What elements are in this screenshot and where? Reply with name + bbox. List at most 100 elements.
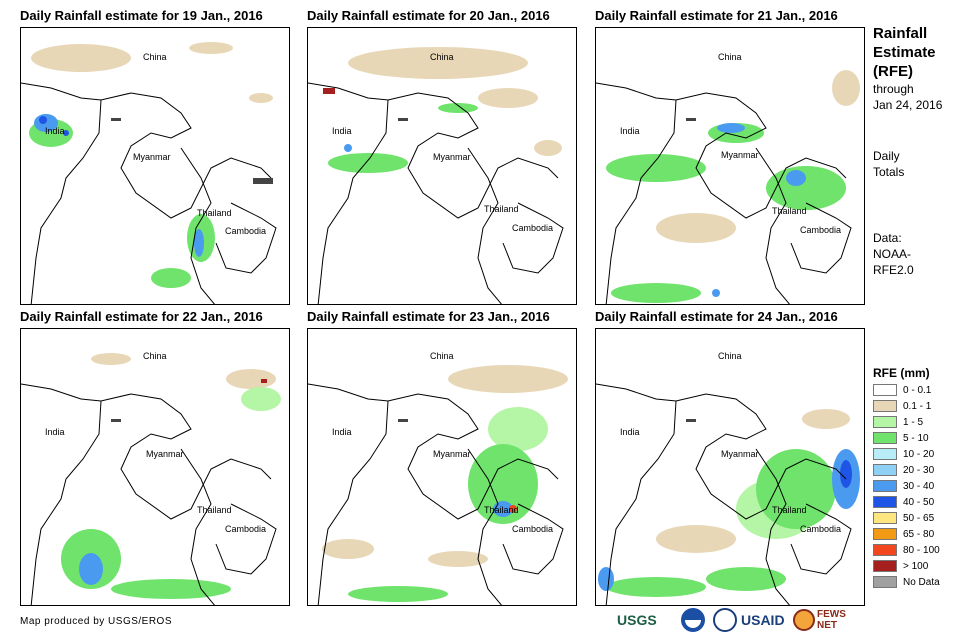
through-date: Jan 24, 2016 [873, 98, 943, 112]
legend-swatch [873, 496, 897, 508]
label-myanmar: Myanmar [433, 449, 471, 459]
label-cambodia: Cambodia [225, 226, 267, 236]
label-cambodia: Cambodia [225, 524, 267, 534]
through-label: through [873, 82, 914, 96]
panel-19-jan: Daily Rainfall estimate for 19 Jan., 201… [20, 5, 300, 305]
panel-title: Daily Rainfall estimate for 21 Jan., 201… [595, 8, 838, 23]
label-thailand: Thailand [197, 505, 232, 515]
label-thailand: Thailand [197, 208, 232, 218]
panel-title: Daily Rainfall estimate for 23 Jan., 201… [307, 309, 550, 324]
label-china: China [143, 351, 167, 361]
legend-label: 5 - 10 [903, 432, 929, 444]
legend-label: 1 - 5 [903, 416, 924, 428]
label-china: China [718, 52, 742, 62]
rfe-title-line2: Estimate [873, 44, 936, 61]
legend-swatch [873, 512, 897, 524]
fewsnet-logo: FEWS NET [817, 606, 862, 634]
label-myanmar: Myanmar [433, 152, 471, 162]
panel-title: Daily Rainfall estimate for 24 Jan., 201… [595, 309, 838, 324]
label-cambodia: Cambodia [512, 524, 554, 534]
logo-strip: USGS USAID FEWS NET [617, 606, 862, 634]
legend-swatch [873, 464, 897, 476]
panel-title: Daily Rainfall estimate for 22 Jan., 201… [20, 309, 263, 324]
legend-swatch [873, 448, 897, 460]
map-graphic [596, 383, 860, 605]
legend-label: No Data [903, 576, 940, 588]
panel-24-jan: Daily Rainfall estimate for 24 Jan., 201… [595, 306, 875, 606]
legend-swatch [873, 432, 897, 444]
rfe-title-line3: (RFE) [873, 63, 913, 80]
legend-swatch [873, 560, 897, 572]
legend-label: 0.1 - 1 [903, 400, 932, 412]
legend-label: 20 - 30 [903, 464, 935, 476]
side-info: Rainfall Estimate (RFE) through Jan 24, … [873, 24, 963, 278]
map-graphic [21, 42, 277, 304]
rainfall-map: China India Myanmar Thailand Cambodia [595, 328, 865, 606]
legend-label: 50 - 65 [903, 512, 935, 524]
legend-label: 40 - 50 [903, 496, 935, 508]
legend-swatch [873, 400, 897, 412]
panel-21-jan: Daily Rainfall estimate for 21 Jan., 201… [595, 5, 875, 305]
map-graphic [308, 365, 568, 605]
panel-title: Daily Rainfall estimate for 20 Jan., 201… [307, 8, 550, 23]
data-source-line2: RFE2.0 [873, 263, 914, 277]
legend-item: 40 - 50 [873, 494, 963, 510]
label-india: India [332, 126, 352, 136]
label-india: India [45, 427, 65, 437]
daily-label: Daily [873, 149, 900, 163]
rfe-legend: RFE (mm) 0 - 0.1 0.1 - 1 1 - 5 5 - 10 10 - 2… [873, 364, 963, 590]
label-thailand: Thailand [772, 206, 807, 216]
label-china: China [430, 351, 454, 361]
legend-item: > 100 [873, 558, 963, 574]
legend-label: 30 - 40 [903, 480, 935, 492]
legend-label: 80 - 100 [903, 544, 940, 556]
label-cambodia: Cambodia [800, 524, 842, 534]
legend-item: 20 - 30 [873, 462, 963, 478]
legend-swatch [873, 416, 897, 428]
legend-item: 65 - 80 [873, 526, 963, 542]
rainfall-map: China India Myanmar Thailand Cambodia [307, 27, 577, 305]
usaid-seal-icon [713, 608, 737, 632]
legend-label: 65 - 80 [903, 528, 935, 540]
legend-swatch [873, 528, 897, 540]
totals-label: Totals [873, 165, 905, 179]
noaa-logo [681, 608, 705, 632]
map-graphic [308, 47, 564, 304]
label-china: China [143, 52, 167, 62]
legend-item: 0 - 0.1 [873, 382, 963, 398]
panel-22-jan: Daily Rainfall estimate for 22 Jan., 201… [20, 306, 300, 606]
legend-item: 5 - 10 [873, 430, 963, 446]
legend-item: 30 - 40 [873, 478, 963, 494]
rfe-title-line1: Rainfall [873, 25, 928, 42]
legend-label: > 100 [903, 560, 929, 572]
fewsnet-logo-text: FEWS NET [817, 609, 846, 631]
legend-swatch [873, 576, 897, 588]
label-thailand: Thailand [772, 505, 807, 515]
legend-item: 80 - 100 [873, 542, 963, 558]
label-myanmar: Myanmar [146, 449, 184, 459]
legend-item: 10 - 20 [873, 446, 963, 462]
label-thailand: Thailand [484, 505, 519, 515]
label-cambodia: Cambodia [800, 225, 842, 235]
label-thailand: Thailand [484, 204, 519, 214]
label-myanmar: Myanmar [721, 150, 759, 160]
legend-title: RFE (mm) [873, 366, 930, 380]
label-myanmar: Myanmar [721, 449, 759, 459]
label-india: India [620, 427, 640, 437]
label-myanmar: Myanmar [133, 152, 171, 162]
fewsnet-icon [793, 609, 815, 631]
label-india: India [620, 126, 640, 136]
label-cambodia: Cambodia [512, 223, 554, 233]
legend-item: 1 - 5 [873, 414, 963, 430]
legend-item: 50 - 65 [873, 510, 963, 526]
label-india: India [332, 427, 352, 437]
data-source-line1: NOAA- [873, 247, 912, 261]
label-china: China [430, 52, 454, 62]
legend-item: 0.1 - 1 [873, 398, 963, 414]
panel-23-jan: Daily Rainfall estimate for 23 Jan., 201… [307, 306, 587, 606]
rainfall-map: China India Myanmar Thailand Cambodia [20, 27, 290, 305]
rainfall-map: China India Myanmar Thailand Cambodia [595, 27, 865, 305]
map-graphic [21, 353, 281, 605]
legend-label: 10 - 20 [903, 448, 935, 460]
label-india: India [45, 126, 65, 136]
